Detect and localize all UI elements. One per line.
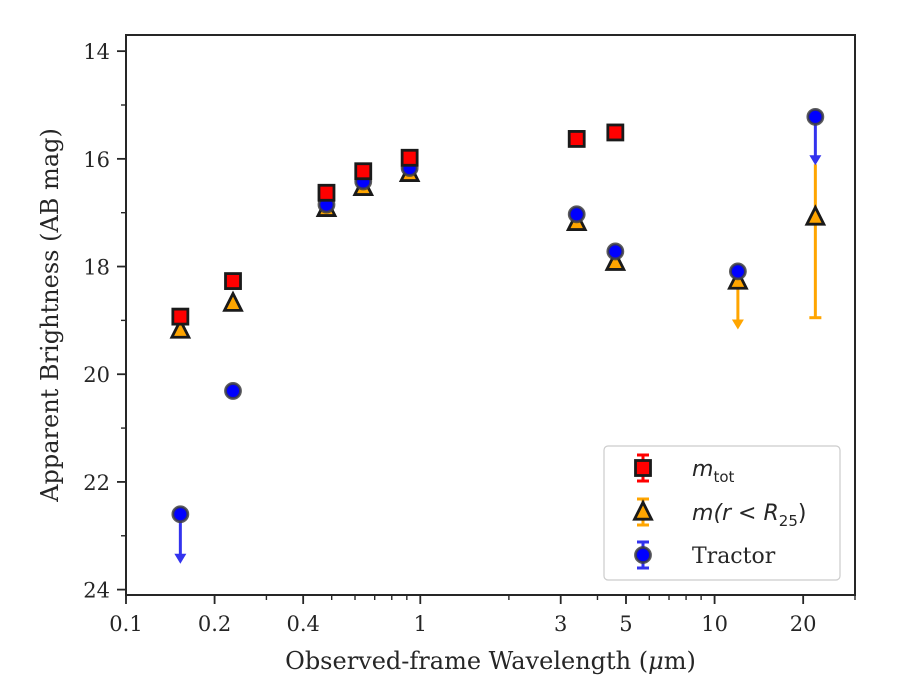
point-tractor [606, 242, 625, 261]
legend-entry-tractor: Tractor [634, 540, 776, 570]
legend-marker-mr25 [632, 499, 654, 521]
point-mtot [171, 307, 190, 326]
axis-ticks: 0.1 0.2 0.4 1 3 5 10 20 14 16 18 20 22 24 [83, 40, 856, 636]
data-marks [169, 107, 827, 564]
y-tick-label: 20 [83, 363, 110, 387]
point-mtot [567, 130, 586, 148]
x-tick-label: 1 [414, 612, 427, 636]
legend-box [603, 445, 841, 581]
upper-limit-arrowhead [731, 319, 744, 330]
upper-limit-arrowhead [809, 155, 822, 166]
point-mr25 [169, 317, 192, 339]
y-tick-label: 14 [83, 40, 110, 64]
x-axis-label-mu: μ [648, 647, 664, 675]
legend-label-tractor: Tractor [692, 544, 776, 569]
legend-label-sub: 25 [779, 512, 798, 530]
point-tractor [224, 382, 242, 400]
legend-label-base: m [692, 501, 713, 526]
point-mtot [354, 162, 373, 181]
x-tick-label: 0.1 [109, 612, 142, 636]
legend-marker-mtot [634, 459, 652, 477]
point-mr25 [604, 249, 627, 271]
y-tick-label: 22 [83, 471, 110, 495]
x-axis-label: Observed-frame Wavelength (μm) [285, 647, 696, 675]
legend-label-text: Tractor [692, 544, 776, 569]
point-tractor [567, 205, 586, 224]
series-mr25 [169, 160, 827, 339]
legend-label-mtot: mtot [692, 457, 734, 486]
x-axis-label-main: Observed-frame Wavelength ( [285, 647, 648, 675]
upper-limit-arrowhead [174, 553, 187, 564]
legend-marker-tractor [634, 546, 652, 564]
point-tractor [171, 505, 190, 524]
point-tractor [728, 262, 747, 281]
legend-label-close: ) [798, 501, 807, 526]
x-tick-label: 10 [701, 612, 728, 636]
point-mtot [317, 183, 336, 202]
legend-label-base: m [692, 457, 713, 482]
point-tractor [806, 107, 825, 126]
legend-entry-mr25: m(r < R25) [632, 497, 806, 530]
point-mtot [606, 123, 625, 142]
y-tick-label: 16 [83, 148, 110, 172]
legend-entry-mtot: mtot [634, 453, 734, 486]
x-tick-label: 20 [790, 612, 817, 636]
y-tick-label: 18 [83, 256, 110, 280]
series-mtot [171, 123, 625, 326]
x-tick-label: 3 [554, 612, 567, 636]
x-tick-label: 0.2 [198, 612, 231, 636]
x-tick-label: 5 [619, 612, 632, 636]
point-mr25 [222, 290, 244, 312]
x-axis-label-tail: m) [664, 647, 696, 675]
legend-label-sub: tot [713, 468, 734, 486]
point-mtot [224, 272, 242, 290]
y-axis-label: Apparent Brightness (AB mag) [36, 128, 64, 503]
legend-label-paren: (r < R [713, 501, 778, 526]
plot-frame [125, 34, 856, 596]
error-bar-mr25 [809, 164, 822, 320]
legend-label-mr25: m(r < R25) [692, 501, 806, 530]
y-tick-label: 24 [83, 579, 110, 603]
point-mr25 [804, 204, 827, 226]
x-tick-label: 0.4 [286, 612, 319, 636]
point-mtot [400, 148, 419, 167]
